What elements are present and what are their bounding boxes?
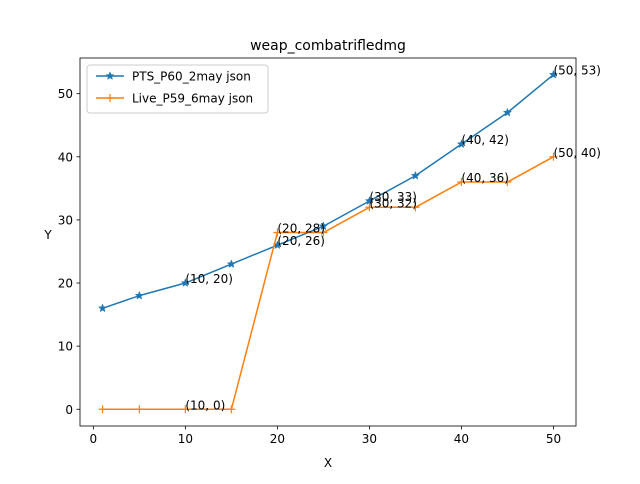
x-tick-label: 40: [454, 432, 469, 446]
data-point-annotation: (10, 20): [185, 272, 233, 286]
series-marker-1: [364, 196, 375, 205]
y-axis-label: Y: [43, 228, 52, 242]
y-tick-label: 20: [58, 277, 73, 291]
data-point-annotation: (10, 0): [185, 398, 225, 412]
plot-frame: [79, 57, 577, 427]
series-marker-2: [319, 228, 328, 237]
y-tick-label: 30: [58, 213, 73, 227]
series-marker-1: [180, 278, 191, 287]
x-tick-label: 0: [90, 432, 98, 446]
x-tick-label: 50: [546, 432, 561, 446]
data-point-annotation: (50, 40): [553, 146, 601, 160]
legend-marker-2: [106, 94, 114, 102]
data-point-annotation: (40, 42): [461, 133, 509, 147]
series-marker-2: [365, 203, 374, 212]
y-tick-label: 40: [58, 150, 73, 164]
y-tick-label: 50: [58, 87, 73, 101]
series-marker-2: [549, 152, 558, 161]
series-marker-1: [318, 221, 329, 231]
legend-label-1: PTS_P60_2may json: [132, 70, 251, 84]
series-marker-1: [410, 170, 421, 180]
x-tick-label: 30: [362, 432, 377, 446]
data-point-annotation: (50, 53): [553, 64, 601, 78]
series-marker-1: [226, 259, 237, 269]
legend-box: [86, 64, 269, 114]
plot-layer: 0 10 20 30 40 50 0 10 20 30 40 50 (10, 20) (20, 26) (3…: [58, 57, 601, 446]
series-marker-1: [134, 290, 145, 300]
y-tick-label: 0: [65, 403, 73, 417]
series-marker-2: [457, 178, 466, 187]
data-point-annotation: (40, 36): [461, 171, 509, 185]
data-point-annotation: (30, 32): [369, 196, 417, 210]
series-marker-1: [502, 107, 513, 117]
legend-label-2: Live_P59_6may json: [132, 92, 253, 106]
series-marker-2: [503, 178, 512, 187]
data-point-annotation: (20, 28): [277, 222, 325, 236]
series-marker-2: [98, 405, 107, 414]
x-tick-label: 20: [270, 432, 285, 446]
series-marker-1: [456, 139, 467, 149]
series-marker-2: [411, 203, 420, 212]
x-axis-label: X: [324, 456, 332, 470]
x-tick-label: 10: [178, 432, 193, 446]
data-point-annotation: (20, 26): [277, 234, 325, 248]
legend-marker-1: [105, 71, 115, 80]
series-marker-2: [135, 405, 144, 414]
data-point-annotation: (30, 33): [369, 190, 417, 204]
series-marker-2: [227, 405, 236, 414]
chart-title: weap_combatrifledmg: [250, 38, 406, 54]
y-tick-label: 10: [58, 340, 73, 354]
series-marker-2: [181, 405, 190, 414]
series-marker-1: [548, 69, 559, 79]
series-marker-2: [273, 228, 282, 237]
series-marker-1: [97, 303, 108, 313]
